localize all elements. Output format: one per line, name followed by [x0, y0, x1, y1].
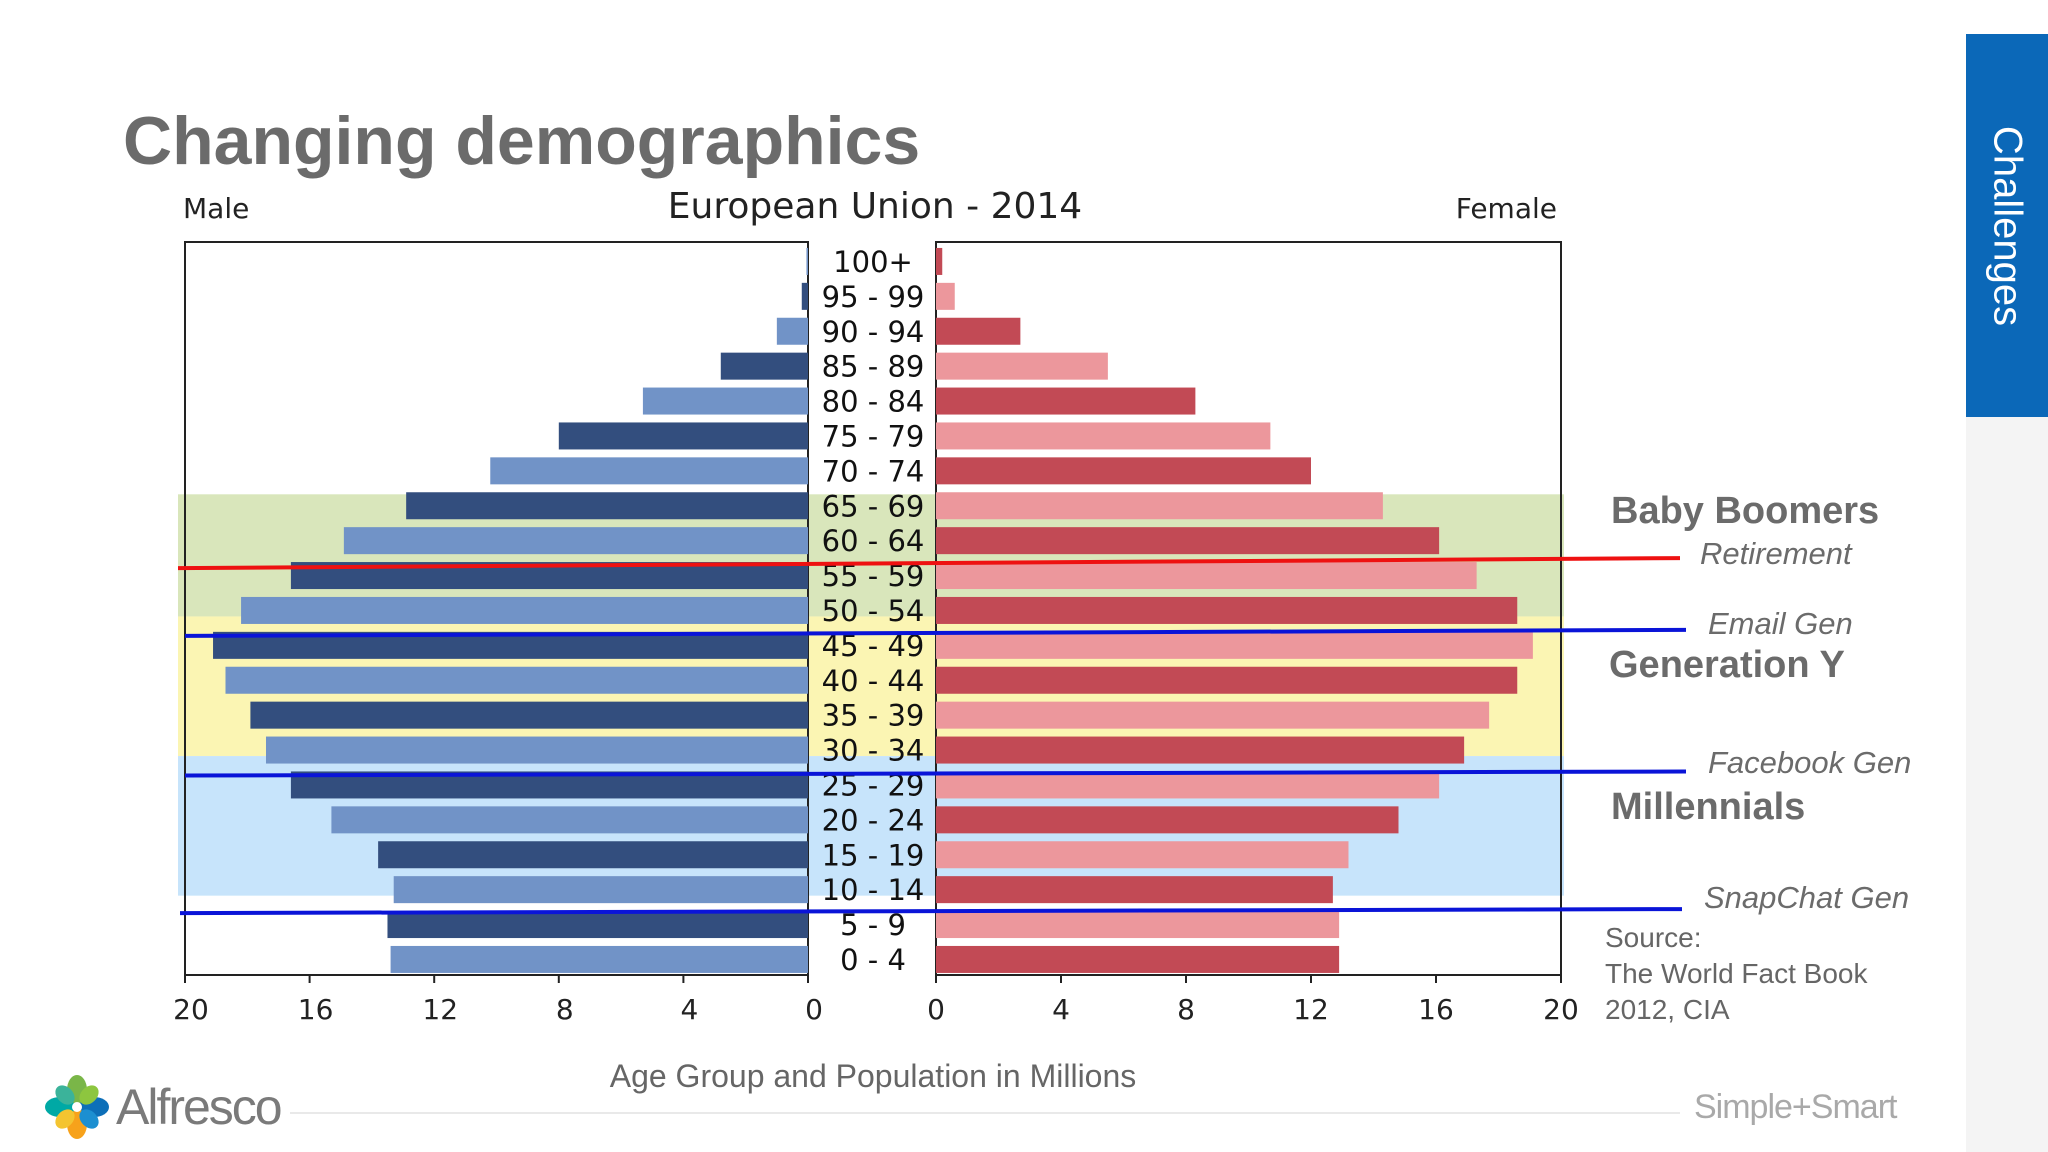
age-group-label: 0 - 4: [840, 943, 906, 977]
label-millennials: Millennials: [1611, 786, 1806, 828]
challenges-tab[interactable]: Challenges: [1966, 34, 2048, 417]
flower-logo-icon: [45, 1075, 109, 1139]
female-bar: [936, 352, 1108, 380]
female-bar: [936, 701, 1490, 729]
retirement-line: [177, 556, 1681, 571]
source-line: Source:: [1605, 922, 1702, 953]
email-gen-line: [184, 627, 1687, 638]
female-bar: [936, 317, 1021, 345]
male-bar: [806, 247, 808, 275]
age-group-label: 10 - 14: [822, 873, 925, 907]
female-label: Female: [1456, 192, 1557, 225]
male-bar: [265, 736, 808, 764]
female-bar: [936, 806, 1399, 834]
slide-title: Changing demographics: [123, 103, 921, 179]
footer-divider: [290, 1112, 1680, 1114]
x-tick-label: 4: [680, 993, 698, 1026]
female-bar: [936, 387, 1196, 415]
chart-title: European Union - 2014: [668, 186, 1082, 227]
challenges-tab-label: Challenges: [1985, 125, 2030, 326]
age-group-label: 90 - 94: [822, 315, 925, 349]
tagline: Simple+Smart: [1694, 1088, 1897, 1126]
male-bar: [250, 701, 809, 729]
age-group-label: 70 - 74: [822, 454, 925, 488]
male-bar: [390, 945, 808, 973]
age-group-label: 95 - 99: [822, 280, 925, 314]
age-group-label: 50 - 54: [822, 594, 925, 628]
x-tick-label: 4: [1052, 993, 1070, 1026]
male-bar: [406, 492, 808, 520]
female-bar: [936, 666, 1518, 694]
male-bar: [378, 841, 808, 869]
male-bar: [720, 352, 808, 380]
source-line: 2012, CIA: [1605, 994, 1730, 1025]
logo-text: Alfresco: [116, 1079, 283, 1135]
female-bar: [936, 876, 1333, 904]
female-bar: [936, 771, 1440, 799]
male-label: Male: [183, 192, 249, 225]
x-tick-label: 0: [805, 993, 823, 1026]
x-tick-label: 12: [422, 993, 458, 1026]
x-axis-label: Age Group and Population in Millions: [610, 1058, 1137, 1094]
male-bar: [558, 422, 808, 450]
x-tick-label: 0: [927, 993, 945, 1026]
male-bar: [490, 457, 808, 485]
male-bar: [343, 527, 808, 555]
age-group-label: 30 - 34: [822, 734, 925, 768]
age-group-label: 40 - 44: [822, 664, 925, 698]
age-group-label: 80 - 84: [822, 385, 925, 419]
x-tick-label: 20: [1543, 993, 1579, 1026]
alfresco-logo: Alfresco: [44, 1072, 294, 1142]
label-email-gen: Email Gen: [1708, 606, 1853, 641]
source-line: The World Fact Book: [1605, 958, 1868, 989]
male-bar: [331, 806, 808, 834]
x-tick-label: 16: [298, 993, 334, 1026]
female-bar: [936, 422, 1271, 450]
male-bar: [387, 911, 808, 939]
age-group-label: 65 - 69: [822, 489, 925, 523]
x-tick-label: 20: [173, 993, 209, 1026]
label-baby-boomers: Baby Boomers: [1611, 490, 1880, 532]
female-bar: [936, 562, 1477, 590]
female-bar: [936, 457, 1311, 485]
female-bar: [936, 247, 943, 275]
male-bar: [776, 317, 808, 345]
female-bar: [936, 631, 1533, 659]
age-group-label: 75 - 79: [822, 419, 925, 453]
female-bar: [936, 282, 955, 310]
x-tick-label: 8: [1177, 993, 1195, 1026]
label-retirement: Retirement: [1700, 536, 1852, 571]
x-tick-label: 8: [556, 993, 574, 1026]
x-tick-label: 12: [1293, 993, 1329, 1026]
male-bar: [642, 387, 808, 415]
label-snapchat-gen: SnapChat Gen: [1704, 880, 1910, 915]
female-bar: [936, 945, 1340, 973]
age-group-label: 100+: [833, 245, 913, 279]
facebook-gen-line: [184, 769, 1687, 778]
age-group-label: 20 - 24: [822, 803, 925, 837]
female-bar: [936, 736, 1465, 764]
female-bar: [936, 911, 1340, 939]
snapchat-gen-line: [179, 907, 1683, 916]
female-bar: [936, 492, 1383, 520]
x-tick-label: 16: [1418, 993, 1454, 1026]
male-bar: [241, 596, 808, 624]
label-generation-y: Generation Y: [1609, 644, 1845, 686]
label-facebook-gen: Facebook Gen: [1708, 745, 1912, 780]
age-group-label: 85 - 89: [822, 350, 925, 384]
male-bar: [225, 666, 808, 694]
male-bar: [801, 282, 808, 310]
age-group-label: 35 - 39: [822, 699, 925, 733]
female-bar: [936, 841, 1349, 869]
male-bar: [393, 876, 808, 904]
age-group-label: 60 - 64: [822, 524, 925, 558]
female-bar: [936, 596, 1518, 624]
right-strip: [1966, 417, 2048, 1152]
source-note: Source: The World Fact Book 2012, CIA: [1605, 920, 1867, 1028]
age-group-label: 15 - 19: [822, 838, 925, 872]
age-group-label: 5 - 9: [840, 908, 906, 942]
female-bar: [936, 527, 1440, 555]
